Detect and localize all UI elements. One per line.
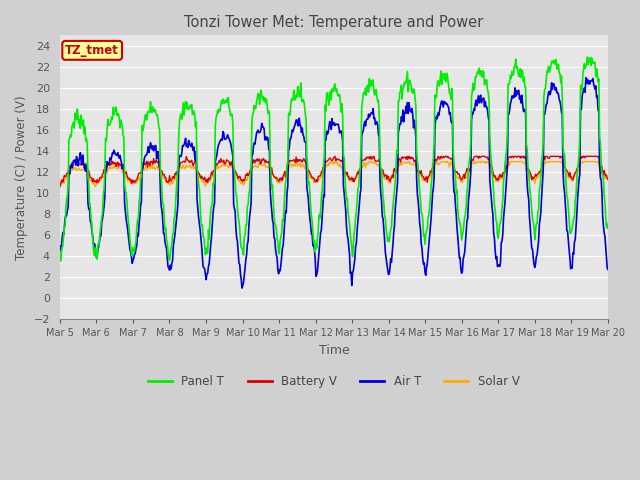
- Panel T: [207, 203, 215, 208]
- Air T: [207, 241, 214, 247]
- X-axis label: Time: Time: [319, 344, 349, 357]
- Battery V: [66, 164, 74, 169]
- Solar V: [123, 175, 131, 180]
- Battery V: [331, 154, 339, 159]
- Battery V: [178, 159, 186, 165]
- Solar V: [402, 160, 410, 166]
- Battery V: [401, 155, 409, 161]
- Solar V: [179, 162, 186, 168]
- Battery V: [122, 169, 130, 175]
- Air T: [178, 150, 186, 156]
- Panel T: [57, 258, 65, 264]
- Line: Panel T: Panel T: [60, 57, 608, 261]
- Panel T: [123, 198, 131, 204]
- Battery V: [207, 173, 214, 179]
- Panel T: [417, 210, 425, 216]
- Panel T: [604, 221, 612, 227]
- Line: Air T: Air T: [60, 78, 608, 288]
- Solar V: [418, 175, 426, 180]
- Text: TZ_tmet: TZ_tmet: [65, 44, 119, 57]
- Title: Tonzi Tower Met: Temperature and Power: Tonzi Tower Met: Temperature and Power: [184, 15, 483, 30]
- Solar V: [330, 159, 338, 165]
- Panel T: [401, 81, 409, 86]
- Solar V: [604, 177, 612, 183]
- Air T: [401, 110, 409, 116]
- Battery V: [604, 176, 612, 182]
- Line: Battery V: Battery V: [60, 156, 608, 187]
- Solar V: [207, 175, 215, 180]
- Air T: [66, 171, 74, 177]
- Panel T: [584, 54, 591, 60]
- Battery V: [417, 168, 425, 174]
- Line: Solar V: Solar V: [60, 162, 608, 186]
- Solar V: [66, 170, 74, 176]
- Air T: [122, 216, 130, 222]
- Solar V: [56, 180, 63, 186]
- Air T: [417, 240, 425, 246]
- Air T: [604, 266, 612, 272]
- Panel T: [67, 132, 74, 138]
- Panel T: [179, 108, 186, 114]
- Legend: Panel T, Battery V, Air T, Solar V: Panel T, Battery V, Air T, Solar V: [143, 371, 524, 393]
- Solar V: [91, 183, 99, 189]
- Battery V: [56, 184, 63, 190]
- Y-axis label: Temperature (C) / Power (V): Temperature (C) / Power (V): [15, 95, 28, 260]
- Air T: [56, 249, 63, 254]
- Panel T: [56, 252, 63, 257]
- Air T: [582, 75, 589, 81]
- Air T: [238, 285, 246, 291]
